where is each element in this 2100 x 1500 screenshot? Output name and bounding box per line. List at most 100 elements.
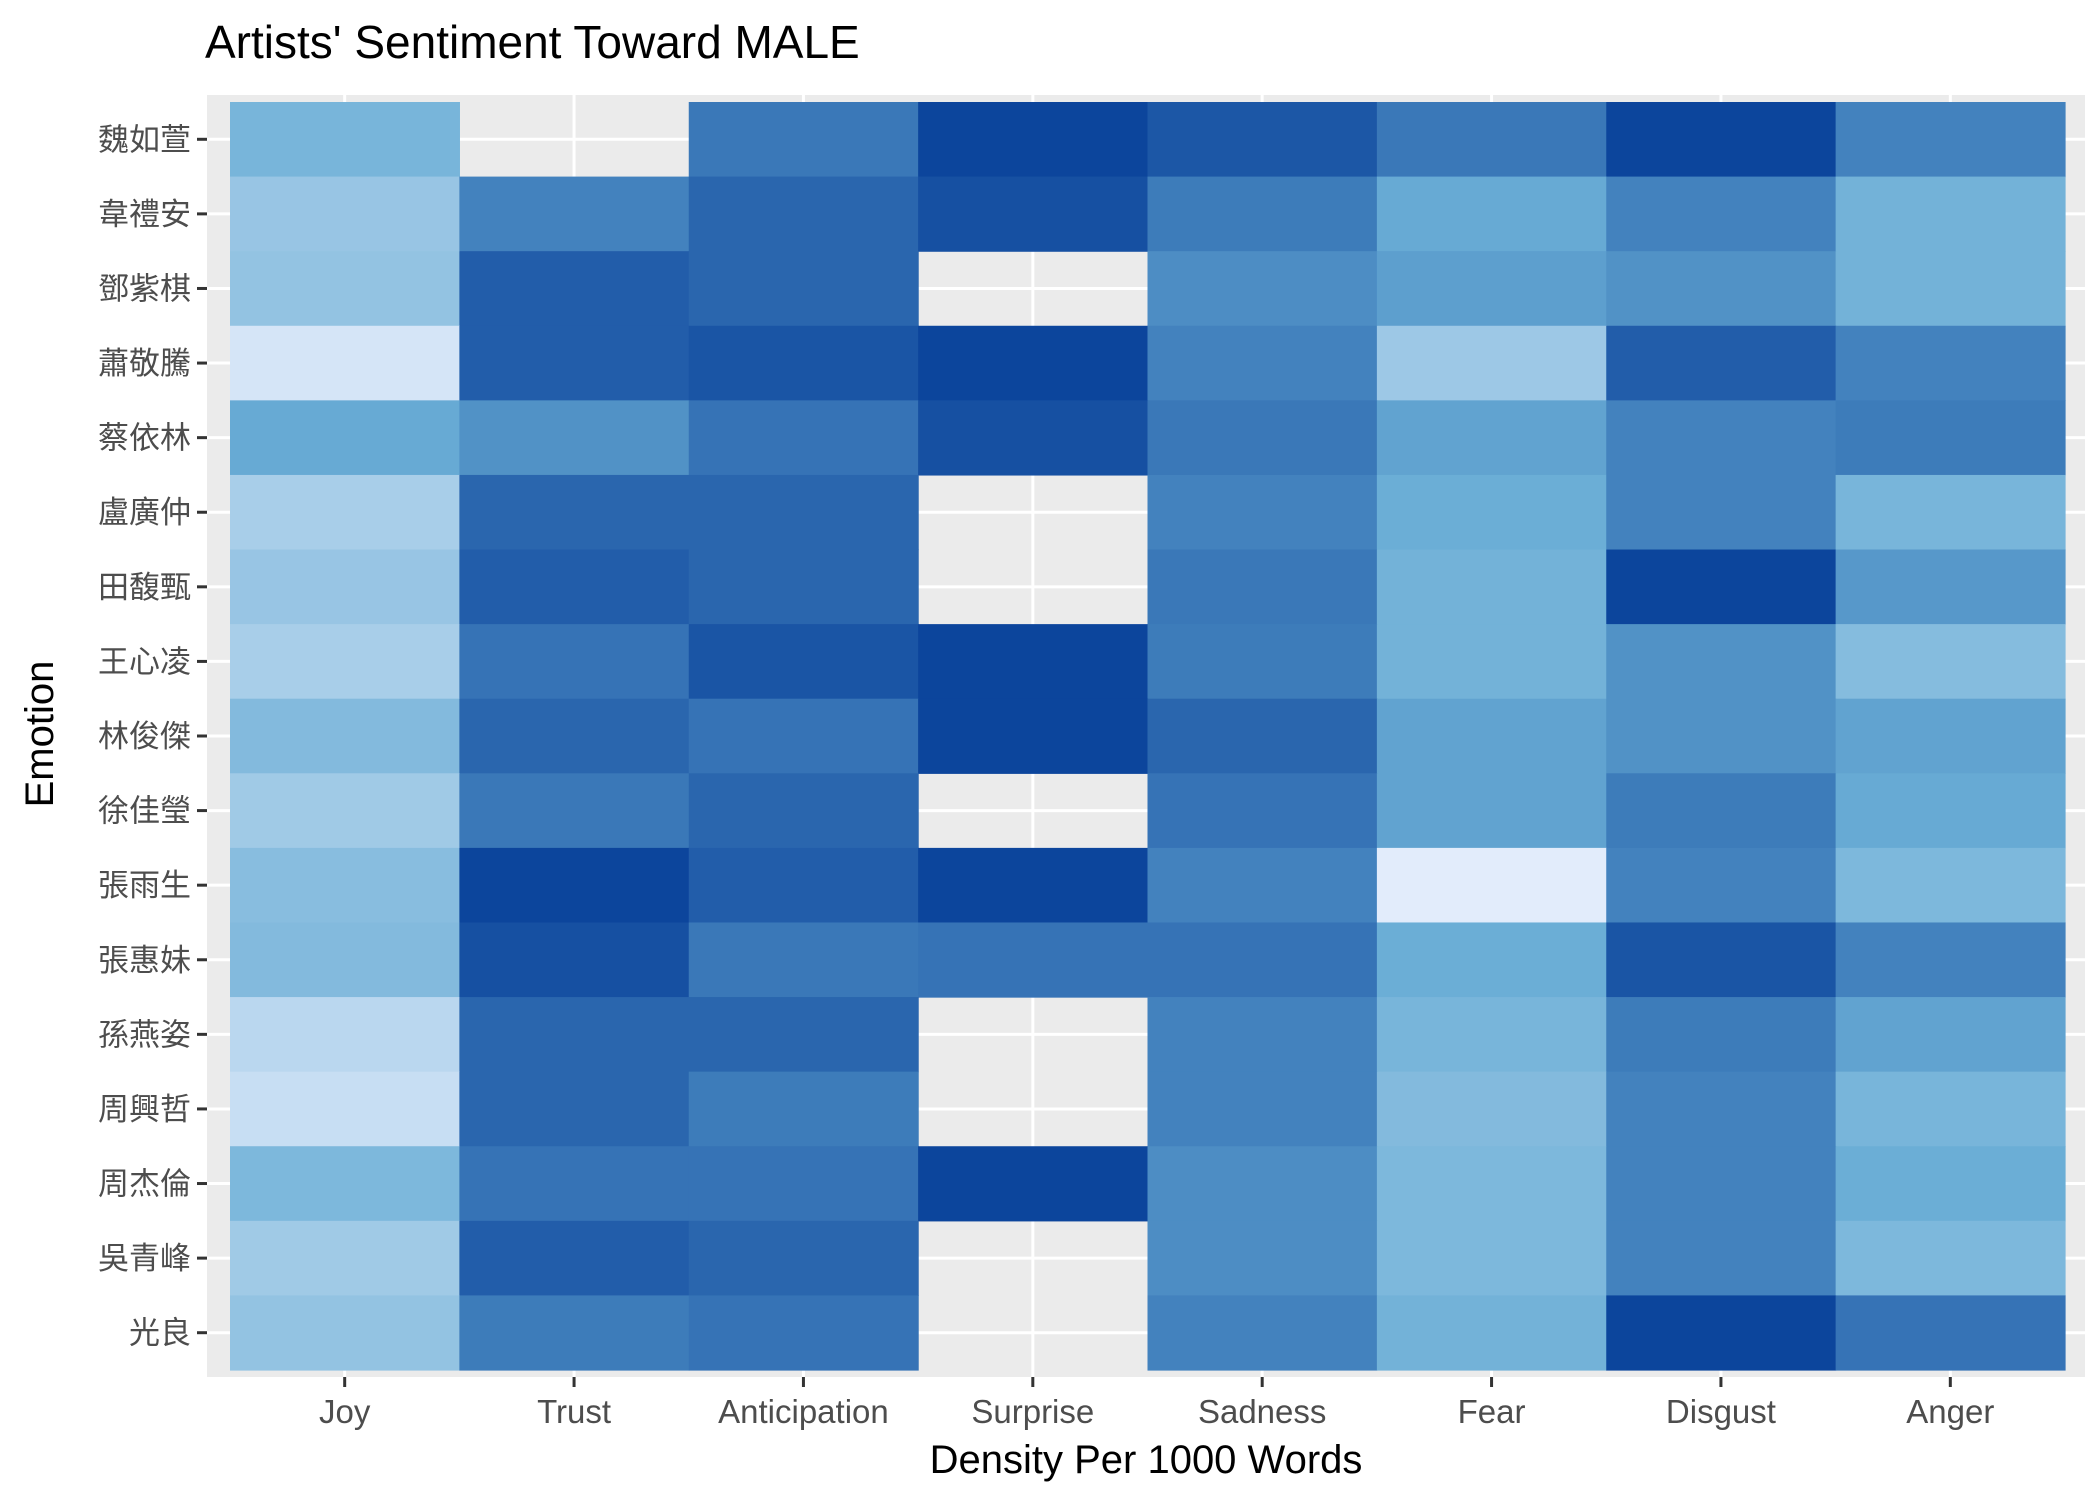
heatmap-cell [1376, 251, 1607, 327]
y-tick-label: 蕭敬騰 [98, 346, 191, 382]
heatmap-cell [1606, 847, 1837, 924]
y-tick-label: 鄧紫棋 [98, 271, 191, 307]
heatmap-cell [1147, 102, 1378, 178]
heatmap-cell [1147, 847, 1378, 924]
heatmap-cell [1606, 102, 1837, 178]
heatmap-cells [230, 102, 2066, 1371]
heatmap-cell [230, 997, 460, 1073]
heatmap-cell [230, 773, 460, 849]
heatmap-cell [459, 549, 690, 625]
y-tick-label: 魏如萱 [98, 122, 191, 158]
heatmap-cell [1606, 400, 1837, 476]
heatmap-cell [1147, 1295, 1378, 1371]
heatmap-cell [1835, 325, 2066, 401]
heatmap-cell [1606, 549, 1837, 625]
heatmap-cell [1835, 847, 2066, 924]
heatmap-cell [1376, 325, 1607, 401]
heatmap-cell [230, 1220, 460, 1297]
heatmap-cell [688, 624, 919, 700]
heatmap-cell [1147, 773, 1378, 849]
heatmap-cell [1376, 1146, 1607, 1222]
heatmap-cell [1835, 1071, 2066, 1147]
heatmap-cell [1376, 1071, 1607, 1147]
heatmap-cell [459, 251, 690, 327]
heatmap-cell [1376, 624, 1607, 700]
heatmap-cell [1606, 325, 1837, 401]
y-axis-title: Emotion [18, 661, 62, 808]
heatmap-cell [230, 325, 460, 401]
heatmap-cell [459, 176, 690, 252]
heatmap-cell [1606, 1071, 1837, 1147]
heatmap-cell [1835, 102, 2066, 178]
heatmap-cell [1376, 549, 1607, 625]
heatmap-cell [1606, 624, 1837, 700]
x-tick-label: Anger [1906, 1393, 1994, 1430]
heatmap-cell [918, 325, 1149, 401]
y-tick-label: 林俊傑 [98, 719, 191, 755]
x-tick-label: Fear [1458, 1393, 1526, 1430]
heatmap-cell [918, 698, 1149, 774]
heatmap-cell [1835, 400, 2066, 476]
heatmap-cell [230, 102, 460, 178]
heatmap-cell [1147, 474, 1378, 551]
heatmap-cell [1835, 624, 2066, 700]
heatmap-cell [1147, 997, 1378, 1073]
x-tick-label: Disgust [1666, 1393, 1776, 1430]
heatmap-cell [1147, 698, 1378, 774]
heatmap-cell [1376, 176, 1607, 252]
heatmap-cell [688, 474, 919, 551]
heatmap-cell [688, 400, 919, 476]
heatmap-cell [1835, 773, 2066, 849]
y-tick-label: 光良 [129, 1316, 191, 1352]
x-tick-label: Surprise [971, 1393, 1094, 1430]
heatmap-cell [230, 922, 460, 998]
heatmap-cell [1835, 176, 2066, 252]
heatmap-cell [918, 102, 1149, 178]
heatmap-cell [1606, 251, 1837, 327]
heatmap-cell [459, 997, 690, 1073]
heatmap-cell [1835, 1220, 2066, 1297]
heatmap-cell [1606, 1295, 1837, 1371]
heatmap-cell [459, 1146, 690, 1222]
heatmap-cell [688, 1295, 919, 1371]
y-tick-label: 田馥甄 [98, 570, 191, 606]
heatmap-cell [459, 624, 690, 700]
heatmap-cell [1606, 773, 1837, 849]
heatmap-cell [918, 1146, 1149, 1222]
heatmap-cell [230, 1146, 460, 1222]
heatmap-cell [1835, 698, 2066, 774]
heatmap-cell [1376, 847, 1607, 924]
x-axis: Joy Trust Anticipation Surprise Sadness Fear D… [319, 1377, 1994, 1430]
y-tick-label: 徐佳瑩 [98, 794, 191, 830]
heatmap-cell [1147, 1071, 1378, 1147]
heatmap-cell [1147, 549, 1378, 625]
heatmap-cell [230, 624, 460, 700]
heatmap-cell [230, 1295, 460, 1371]
heatmap-cell [1606, 474, 1837, 551]
heatmap-cell [1376, 1295, 1607, 1371]
heatmap-cell [459, 474, 690, 551]
heatmap-cell [1606, 1220, 1837, 1297]
heatmap-cell [1835, 1295, 2066, 1371]
heatmap-cell [459, 400, 690, 476]
heatmap-cell [459, 922, 690, 998]
y-tick-label: 吳青峰 [98, 1241, 191, 1277]
y-tick-label: 王心凌 [98, 644, 191, 680]
heatmap-cell [1147, 1220, 1378, 1297]
x-axis-title: Density Per 1000 Words [930, 1438, 1363, 1482]
heatmap-cell [230, 176, 460, 252]
heatmap-cell [1147, 176, 1378, 252]
heatmap-cell [688, 549, 919, 625]
heatmap-cell [688, 922, 919, 998]
heatmap-cell [688, 102, 919, 178]
heatmap-cell [1376, 102, 1607, 178]
heatmap-cell [688, 325, 919, 401]
heatmap-cell [688, 1146, 919, 1222]
heatmap-cell [1376, 400, 1607, 476]
heatmap-cell [1835, 549, 2066, 625]
heatmap-cell [1835, 922, 2066, 998]
heatmap-cell [1147, 1146, 1378, 1222]
heatmap-cell [688, 1220, 919, 1297]
heatmap-cell [688, 847, 919, 924]
